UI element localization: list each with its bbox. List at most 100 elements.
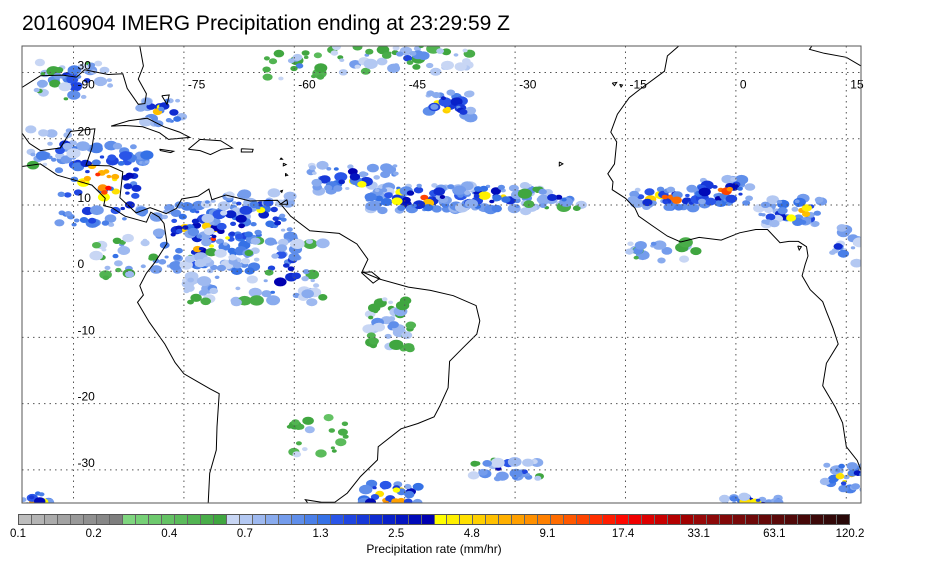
colorbar-swatch <box>135 515 149 524</box>
precip-cell <box>101 190 108 195</box>
colorbar-swatch <box>356 515 370 524</box>
colorbar-swatch <box>226 515 240 524</box>
precip-cell <box>366 163 379 173</box>
precip-cell <box>104 214 117 223</box>
precip-cell <box>629 190 640 198</box>
precip-cell <box>236 201 242 206</box>
precip-cell <box>698 198 706 205</box>
coastline <box>797 245 803 252</box>
colorbar-swatch <box>330 515 344 524</box>
precip-cell <box>62 142 73 150</box>
precip-cell <box>250 222 257 227</box>
colorbar-tick-label: 33.1 <box>687 528 710 540</box>
precip-cell <box>464 199 478 209</box>
precip-cell <box>200 297 211 306</box>
precip-cell <box>819 477 831 486</box>
precip-cell <box>253 257 260 262</box>
precip-cell <box>232 201 237 205</box>
precip-cell <box>73 189 83 196</box>
precip-cell <box>661 247 673 255</box>
precip-cell <box>742 504 750 510</box>
precip-cell <box>80 159 91 168</box>
precip-cell <box>374 188 380 193</box>
precip-cell <box>217 201 231 211</box>
precip-cell <box>264 269 274 276</box>
precip-cell <box>107 154 117 161</box>
precip-cell <box>83 78 91 83</box>
precip-cell <box>392 487 401 493</box>
coastline <box>279 157 284 160</box>
colorbar-swatch <box>772 515 786 524</box>
precip-cell <box>742 200 751 206</box>
precip-cell <box>489 199 495 204</box>
precip-cell <box>196 234 203 239</box>
precip-cell <box>765 213 776 221</box>
precip-cell <box>403 55 413 62</box>
precip-cell <box>296 423 305 430</box>
precip-cell <box>430 67 442 76</box>
precip-cell <box>326 167 332 171</box>
colorbar-swatch <box>460 515 474 524</box>
precip-cell <box>393 63 400 68</box>
precip-cell <box>266 295 281 306</box>
lon-tick-label: 0 <box>740 77 747 91</box>
precip-cell <box>133 167 139 172</box>
precip-cell <box>38 129 49 137</box>
colorbar-swatch <box>551 515 565 524</box>
precip-cell <box>152 228 166 237</box>
precip-cell <box>303 55 309 60</box>
precip-cell <box>131 184 142 192</box>
precip-cell <box>288 252 301 262</box>
precip-cell <box>175 228 183 234</box>
precip-cell <box>122 233 134 243</box>
precip-cell <box>662 200 669 205</box>
precip-cell <box>169 261 183 271</box>
precip-cell <box>413 498 423 503</box>
precip-cell <box>364 310 376 318</box>
colorbar-swatch <box>720 515 734 524</box>
precip-cell <box>161 214 168 220</box>
precip-cell <box>402 196 411 204</box>
lon-tick-label: -30 <box>519 77 537 91</box>
precip-cell <box>786 214 797 222</box>
precip-cell <box>244 249 254 257</box>
lon-tick-label: -90 <box>78 77 96 91</box>
precip-cell <box>111 188 121 195</box>
precip-cell <box>850 258 861 268</box>
colorbar-swatch <box>187 515 201 524</box>
precip-cell <box>478 191 491 200</box>
precip-cell <box>452 185 467 195</box>
precip-cell <box>73 218 80 223</box>
precip-cell <box>720 504 734 514</box>
precip-cell <box>368 337 379 345</box>
colorbar-tick-label: 120.2 <box>835 528 865 540</box>
precip-cell <box>851 483 861 490</box>
precip-cell <box>306 239 313 244</box>
colorbar-tick-label: 0.7 <box>236 528 253 540</box>
precip-cell <box>577 202 584 207</box>
precip-cell <box>287 58 295 64</box>
precip-cell <box>393 171 399 176</box>
precip-cell <box>301 289 315 299</box>
precip-cell <box>834 468 841 473</box>
colorbar-swatch <box>564 515 578 524</box>
precip-cell <box>319 175 331 184</box>
precip-cell <box>379 480 392 490</box>
precip-cell <box>279 213 286 218</box>
precip-cell <box>362 324 376 334</box>
coastline <box>110 117 192 140</box>
precip-cell <box>170 232 176 237</box>
precip-cell <box>42 162 48 166</box>
precip-cell <box>53 72 63 80</box>
precip-cell <box>359 484 373 495</box>
colorbar-swatch <box>421 515 435 524</box>
precip-cell <box>391 197 403 206</box>
precip-cell <box>354 64 361 69</box>
colorbar-label: Precipitation rate (mm/hr) <box>366 542 502 556</box>
precip-cell <box>519 182 531 190</box>
precip-cell <box>99 66 110 74</box>
precip-cell <box>88 217 97 224</box>
precipitation-layer <box>22 46 861 514</box>
precip-cell <box>464 190 471 195</box>
colorbar-swatch <box>265 515 279 524</box>
